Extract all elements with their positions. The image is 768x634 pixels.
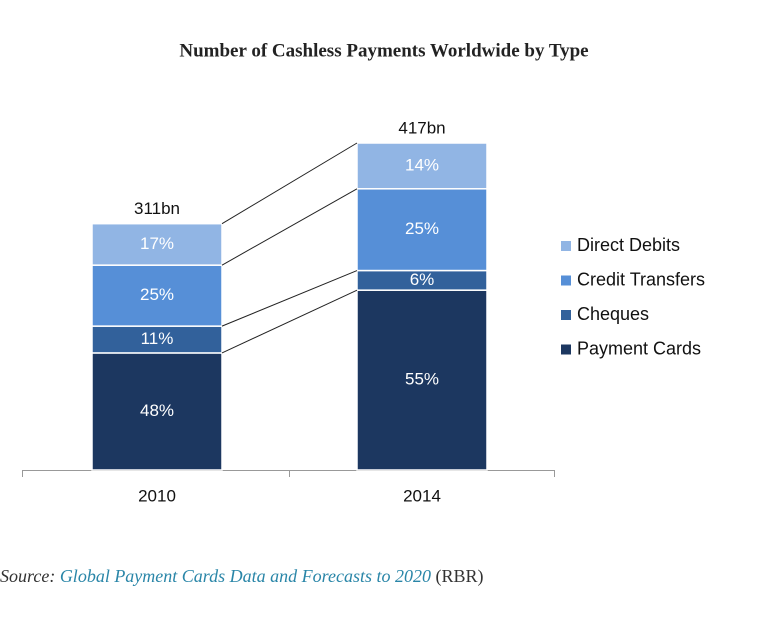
legend-label: Payment Cards	[577, 338, 701, 358]
connector	[221, 289, 358, 354]
legend-swatch	[561, 310, 571, 320]
chart-title: Number of Cashless Payments Worldwide by…	[179, 40, 588, 61]
bar-segment	[356, 142, 488, 190]
bar-segment	[91, 325, 223, 354]
bar-segment	[356, 289, 488, 471]
segment-label: 6%	[410, 270, 435, 289]
segment-label: 14%	[405, 155, 439, 174]
segment-label: 25%	[405, 219, 439, 238]
segment-label: 55%	[405, 370, 439, 389]
bar-segment	[356, 188, 488, 272]
legend-swatch	[561, 241, 571, 251]
legend-label: Cheques	[577, 304, 649, 324]
segment-label: 48%	[140, 401, 174, 420]
connector	[221, 270, 358, 327]
source-title: Global Payment Cards Data and Forecasts …	[60, 566, 431, 586]
connector	[221, 188, 358, 266]
legend-swatch	[561, 275, 571, 286]
source-prefix: Source:	[0, 566, 55, 586]
x-tick-label: 2010	[138, 486, 176, 505]
x-tick-label: 2014	[403, 486, 441, 505]
connector	[221, 142, 358, 225]
legend-swatch	[561, 344, 571, 355]
bar-segment	[91, 222, 223, 266]
source-suffix: (RBR)	[435, 566, 483, 587]
segment-label: 17%	[140, 234, 174, 253]
legend-label: Credit Transfers	[577, 269, 705, 289]
total-label: 311bn	[134, 199, 180, 218]
total-label: 417bn	[398, 118, 445, 137]
source: Source: Global Payment Cards Data and Fo…	[0, 566, 483, 587]
legend-label: Direct Debits	[577, 235, 680, 255]
segment-label: 25%	[140, 285, 174, 304]
bar-segment	[91, 352, 223, 471]
segment-label: 11%	[141, 329, 174, 348]
